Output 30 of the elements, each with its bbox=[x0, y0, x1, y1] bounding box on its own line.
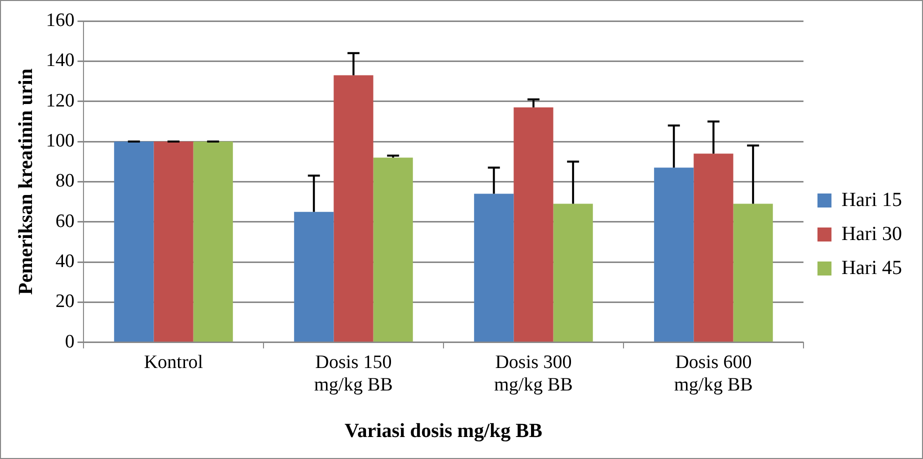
x-tick-label: Dosis 150 mg/kg BB bbox=[314, 352, 393, 396]
bar bbox=[654, 168, 694, 342]
x-tick-label: Dosis 300 mg/kg BB bbox=[494, 352, 573, 396]
bar bbox=[334, 75, 374, 342]
y-axis-title: Pemeriksan kreatinin urin bbox=[15, 68, 38, 295]
y-tick-label: 20 bbox=[56, 291, 74, 312]
bar bbox=[373, 158, 413, 342]
bar bbox=[114, 142, 154, 342]
bar bbox=[474, 194, 514, 342]
y-tick-label: 160 bbox=[46, 10, 74, 31]
bar bbox=[553, 204, 593, 342]
x-tick-label: Dosis 600 mg/kg BB bbox=[674, 352, 753, 396]
y-tick-label: 0 bbox=[65, 331, 74, 352]
legend-label: Hari 15 bbox=[841, 188, 902, 211]
bar bbox=[154, 142, 194, 342]
y-tick-label: 100 bbox=[46, 130, 74, 152]
x-axis-title: Variasi dosis mg/kg BB bbox=[344, 420, 542, 442]
legend-label: Hari 45 bbox=[841, 256, 902, 279]
y-tick-label: 140 bbox=[46, 50, 74, 72]
y-tick-label: 60 bbox=[56, 210, 74, 232]
x-tick-label: Kontrol bbox=[144, 352, 204, 373]
bar bbox=[733, 204, 773, 342]
legend-label: Hari 30 bbox=[841, 222, 902, 245]
bar bbox=[694, 154, 734, 342]
bar bbox=[193, 142, 233, 342]
y-tick-label: 80 bbox=[56, 170, 74, 192]
bar bbox=[294, 212, 334, 342]
y-tick-label: 120 bbox=[46, 90, 74, 112]
y-tick-label: 40 bbox=[56, 251, 74, 272]
bar bbox=[514, 107, 554, 342]
